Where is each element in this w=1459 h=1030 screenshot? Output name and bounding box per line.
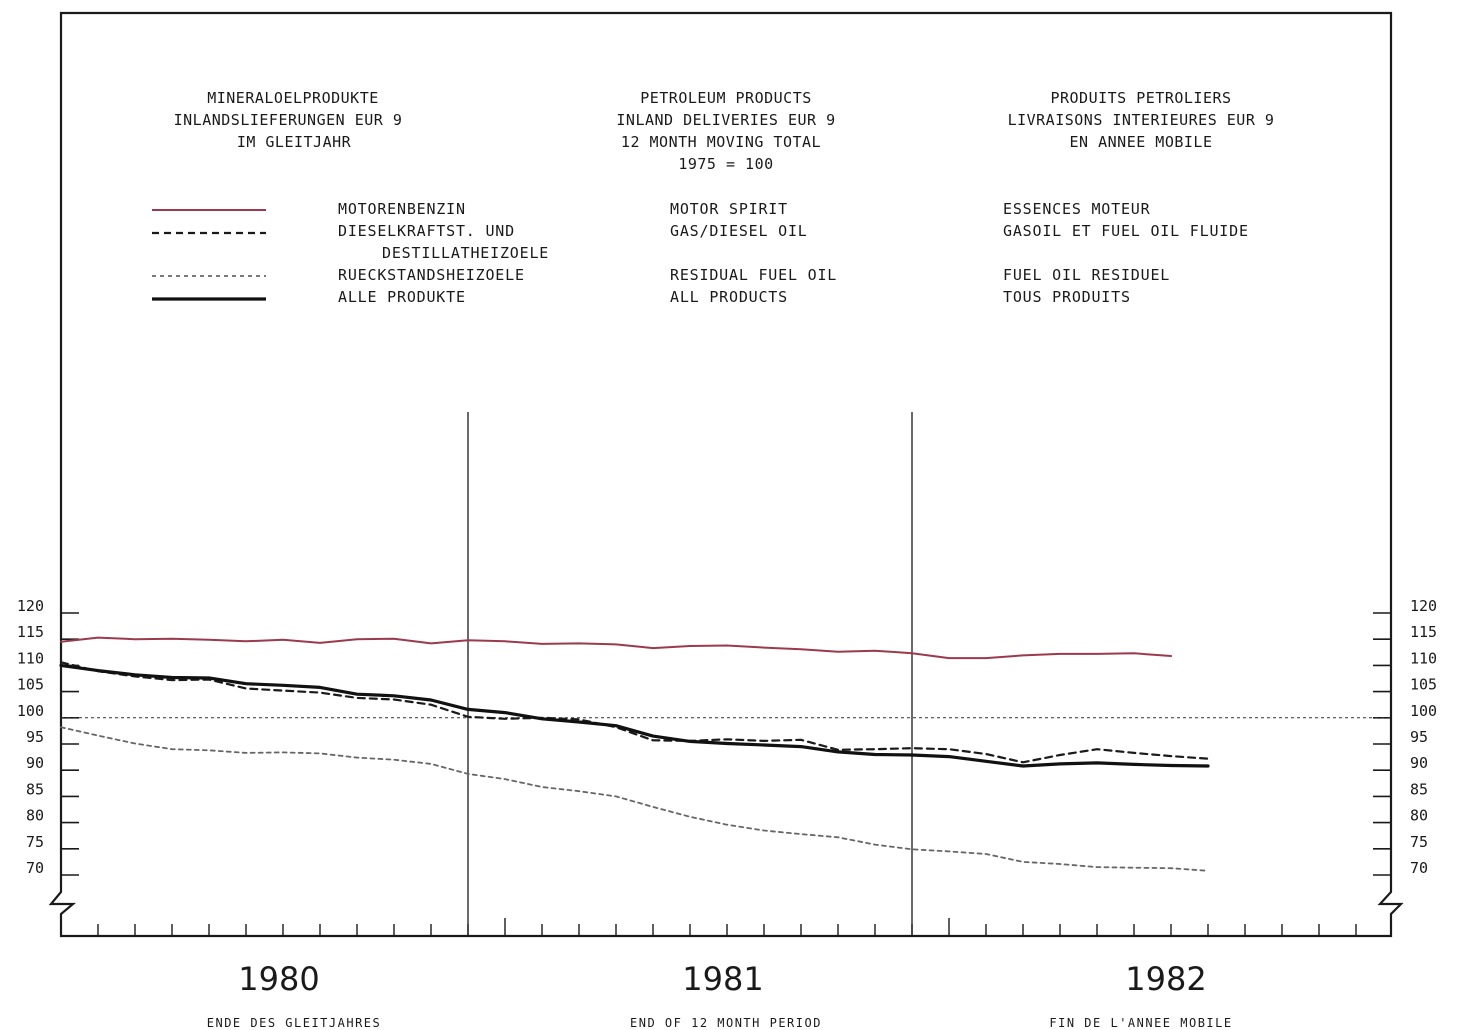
- series-line-all-products: [59, 663, 1210, 768]
- legend: MOTORENBENZIN MOTOR SPIRIT ESSENCES MOTE…: [152, 200, 1249, 306]
- year-label-1981: 1981: [682, 960, 763, 998]
- legend-fr-all-products: TOUS PRODUITS: [1003, 288, 1131, 306]
- series-line-gas-diesel: [59, 661, 1210, 764]
- legend-en-residual: RESIDUAL FUEL OIL: [670, 266, 837, 284]
- y-tick-label-left: 75: [26, 833, 44, 851]
- y-tick-label-right: 85: [1410, 780, 1428, 798]
- header-de-line-1: MINERALOELPRODUKTE: [207, 89, 379, 107]
- legend-de-motor-spirit: MOTORENBENZIN: [338, 200, 466, 218]
- y-tick-label-right: 110: [1410, 649, 1437, 667]
- y-tick-label-right: 100: [1410, 702, 1437, 720]
- header-en-line-3: 12 MONTH MOVING TOTAL: [621, 133, 821, 151]
- y-tick-label-right: 115: [1410, 623, 1437, 641]
- y-tick-label-right: 90: [1410, 754, 1428, 772]
- y-tick-label-left: 100: [17, 702, 44, 720]
- y-tick-label-left: 120: [17, 597, 44, 615]
- header-en-line-1: PETROLEUM PRODUCTS: [640, 89, 812, 107]
- series-line-motor-spirit: [60, 636, 1172, 660]
- year-label-1982: 1982: [1125, 960, 1206, 998]
- y-tick-label-left: 105: [17, 676, 44, 694]
- y-tick-label-left: 95: [26, 728, 44, 746]
- header-fr-line-3: EN ANNEE MOBILE: [1070, 133, 1213, 151]
- series-line-residual: [60, 726, 1209, 872]
- header-block: MINERALOELPRODUKTE INLANDSLIEFERUNGEN EU…: [174, 89, 1275, 173]
- legend-fr-gas-diesel: GASOIL ET FUEL OIL FLUIDE: [1003, 222, 1249, 240]
- y-tick-label-left: 90: [26, 754, 44, 772]
- y-tick-label-right: 105: [1410, 676, 1437, 694]
- y-tick-label-left: 115: [17, 623, 44, 641]
- chart-frame: [48, 11, 1404, 938]
- axes: 70 70 75 75 80 80 85 85 90 90 95 95 100 100 105 105 110 1…: [17, 412, 1437, 936]
- plot-area: [59, 636, 1210, 872]
- header-de-line-3: IM GLEITJAHR: [237, 133, 352, 151]
- footer-label-en: END OF 12 MONTH PERIOD: [630, 1016, 822, 1030]
- y-tick-label-right: 95: [1410, 728, 1428, 746]
- legend-de-gas-diesel-2: DESTILLATHEIZOELE: [382, 244, 549, 262]
- y-tick-label-right: 80: [1410, 807, 1428, 825]
- y-tick-label-right: 120: [1410, 597, 1437, 615]
- y-tick-label-right: 75: [1410, 833, 1428, 851]
- legend-de-residual: RUECKSTANDSHEIZOELE: [338, 266, 525, 284]
- y-tick-label-left: 85: [26, 780, 44, 798]
- header-fr-line-2: LIVRAISONS INTERIEURES EUR 9: [1008, 111, 1275, 129]
- footer-label-de: ENDE DES GLEITJAHRES: [207, 1016, 382, 1030]
- legend-de-gas-diesel: DIESELKRAFTST. UND: [338, 222, 515, 240]
- y-tick-label-left: 110: [17, 649, 44, 667]
- footer: 1980 1981 1982 ENDE DES GLEITJAHRES END …: [207, 960, 1232, 1030]
- y-tick-label-left: 80: [26, 807, 44, 825]
- y-tick-label-left: 70: [26, 859, 44, 877]
- footer-label-fr: FIN DE L'ANNEE MOBILE: [1049, 1016, 1232, 1030]
- legend-en-all-products: ALL PRODUCTS: [670, 288, 788, 306]
- legend-en-gas-diesel: GAS/DIESEL OIL: [670, 222, 808, 240]
- header-en-line-2: INLAND DELIVERIES EUR 9: [616, 111, 835, 129]
- legend-fr-residual: FUEL OIL RESIDUEL: [1003, 266, 1170, 284]
- legend-de-all-products: ALLE PRODUKTE: [338, 288, 466, 306]
- legend-en-motor-spirit: MOTOR SPIRIT: [670, 200, 788, 218]
- y-tick-label-right: 70: [1410, 859, 1428, 877]
- header-de-line-2: INLANDSLIEFERUNGEN EUR 9: [174, 111, 403, 129]
- year-label-1980: 1980: [238, 960, 319, 998]
- header-fr-line-1: PRODUITS PETROLIERS: [1050, 89, 1231, 107]
- legend-fr-motor-spirit: ESSENCES MOTEUR: [1003, 200, 1151, 218]
- header-en-line-4: 1975 = 100: [678, 155, 773, 173]
